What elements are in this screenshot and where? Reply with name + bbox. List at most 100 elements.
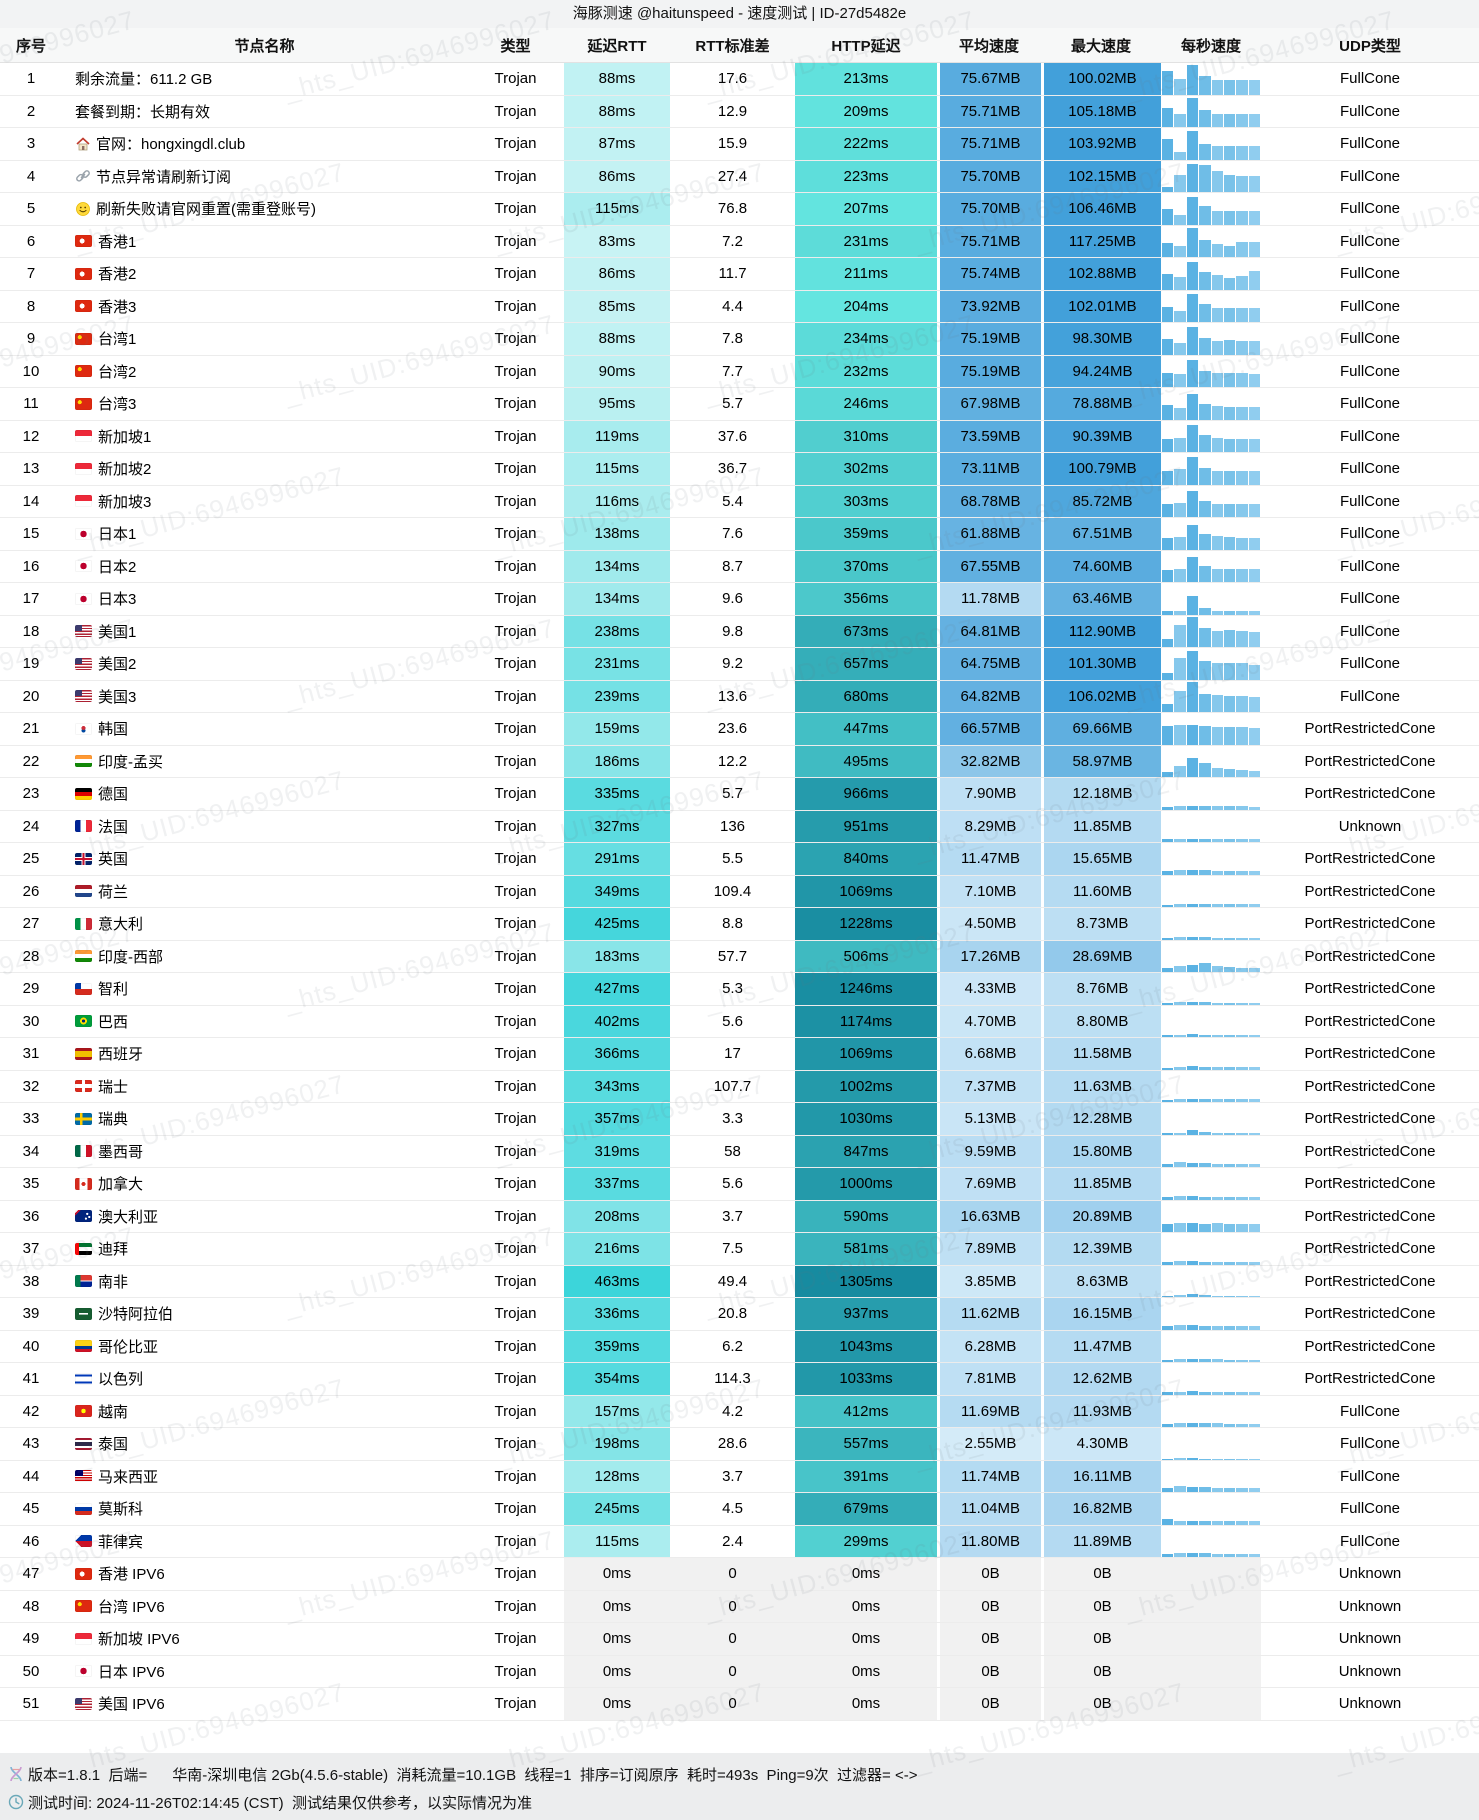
speed-sparkline [1161,1168,1261,1200]
sparkline-bar [1186,1261,1199,1265]
cell-node-name: 印度-孟买 [62,746,467,778]
rtt-value: 0ms [564,1558,670,1590]
rtt-value: 463ms [564,1265,670,1297]
sparkline-bar [1186,758,1199,777]
cell-avg-speed: 6.68MB [937,1038,1041,1070]
cell-avg-speed: 17.26MB [937,940,1041,972]
cell-type: Trojan [494,687,537,705]
sparkline-bar [1211,904,1223,907]
sparkline-bar [1236,471,1248,485]
cell-max-speed: 90.39MB [1041,420,1161,452]
flag-icon-il [75,1372,92,1385]
cell-udp-type: PortRestrictedCone [1304,915,1436,933]
cell-max-speed: 8.80MB [1041,1005,1161,1037]
sparkline-bar [1211,340,1223,355]
sparkline-bar [1236,770,1248,777]
cell-rtt: 427ms [564,973,670,1005]
sparkline-bar [1211,630,1223,647]
sparkline-bar [1236,839,1248,842]
cell-max-speed: 11.89MB [1041,1525,1161,1557]
flag-icon-jp [75,1665,92,1678]
cell-udp-type: FullCone [1339,135,1401,153]
sparkline-bar [1186,724,1199,745]
cell-udp-type: PortRestrictedCone [1304,720,1436,738]
sparkline-bar [1174,1423,1186,1427]
sparkline-bar [1248,1488,1260,1492]
cell-speed-per-second [1161,551,1261,582]
avg-speed-value: 75.19MB [940,323,1041,355]
rtt-value: 83ms [564,225,670,257]
cell-type: Trojan [494,882,537,900]
cell-type: Trojan [494,102,537,120]
rtt-std-value: 107.7 [713,1077,752,1095]
speed-sparkline [1161,1623,1261,1655]
rtt-value: 0ms [564,1655,670,1687]
cell-udp-type: PortRestrictedCone [1304,1207,1436,1225]
cell-speed-per-second [1161,128,1261,160]
sparkline-bar [1211,1163,1223,1167]
cell-max-speed: 11.58MB [1041,1038,1161,1070]
cell-node-name: 以色列 [62,1363,467,1395]
sparkline-bar [1211,965,1223,972]
cell-rtt: 245ms [564,1493,670,1525]
sparkline-bar [1162,1067,1174,1070]
rtt-value: 239ms [564,680,670,712]
cell-avg-speed: 75.19MB [937,355,1041,387]
cell-max-speed: 11.93MB [1041,1395,1161,1427]
sparkline-bar [1211,145,1223,160]
cell-rtt-std: 9.6 [670,583,795,615]
sparkline-bar [1211,1196,1223,1200]
cell-max-speed: 11.85MB [1041,810,1161,842]
cell-max-speed: 20.89MB [1041,1200,1161,1232]
max-speed-value: 58.97MB [1044,745,1161,777]
sparkline-bar [1162,937,1174,940]
cell-rtt-std: 9.8 [670,616,795,648]
flag-icon-us [75,625,92,638]
node-name-text: 日本1 [98,526,137,544]
speed-sparkline [1161,1493,1261,1525]
node-name-text: 瑞士 [98,1078,129,1096]
cell-http-latency: 213ms [795,63,937,95]
max-speed-value: 0B [1044,1623,1161,1655]
speed-sparkline [1161,1103,1261,1135]
cell-index: 27 [22,915,40,933]
sparkline-bar [1186,1098,1199,1102]
cell-speed-per-second [1161,1363,1261,1395]
sparkline-bar [1236,937,1248,940]
cell-udp-type: FullCone [1339,297,1401,315]
cell-rtt: 238ms [564,615,670,647]
cell-rtt-std: 0 [670,1590,795,1622]
cell-rtt: 115ms [564,193,670,225]
cell-rtt: 83ms [564,225,670,257]
sparkline-bar [1236,1391,1248,1395]
http-latency-value: 581ms [795,1233,937,1265]
flag-icon-in [75,950,92,963]
cell-avg-speed: 5.13MB [937,1103,1041,1135]
sparkline-bar [1236,1066,1248,1070]
cell-type: Trojan [494,557,537,575]
sparkline-bar [1223,438,1236,452]
sparkline-bar [1199,903,1211,907]
speed-sparkline [1161,1298,1261,1330]
table-body: 1 剩余流量：611.2 GB Trojan 88ms 17.6 213ms 75.67MB… [0,63,1479,1721]
sparkline-bar [1186,869,1199,875]
sparkline-bar [1236,1359,1248,1362]
speed-sparkline [1161,291,1261,322]
sparkline-bar [1199,1391,1211,1395]
cell-node-name: 南非 [62,1266,467,1298]
table-row: 31 西班牙 Trojan 366ms 17 1069ms 6.68MB 11.58MB Por… [0,1038,1479,1071]
sparkline-bar [1199,1325,1211,1330]
http-latency-value: 937ms [795,1298,937,1330]
speed-sparkline [1161,453,1261,485]
table-row: 41 以色列 Trojan 354ms 114.3 1033ms 7.81MB 12.62MB… [0,1363,1479,1396]
avg-speed-value: 5.13MB [940,1103,1041,1135]
cell-type: Trojan [494,980,537,998]
avg-speed-value: 11.04MB [940,1493,1041,1525]
sparkline-bar [1186,1391,1199,1395]
cell-type: Trojan [494,1565,537,1583]
cell-node-name: 新加坡 IPV6 [62,1623,467,1655]
cell-avg-speed: 64.75MB [937,648,1041,680]
sparkline-bar [1186,617,1199,647]
cell-speed-per-second [1161,1298,1261,1330]
cell-rtt-std: 28.6 [670,1428,795,1460]
